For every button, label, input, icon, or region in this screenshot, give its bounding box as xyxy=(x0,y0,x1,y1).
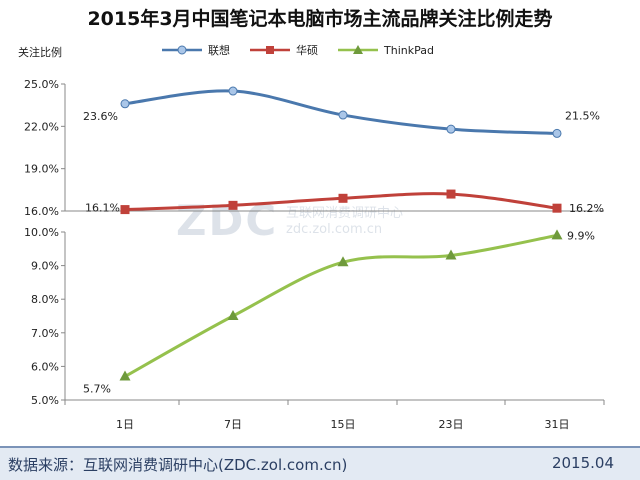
series-point-1 xyxy=(228,200,238,210)
legend-label-lenovo: 联想 xyxy=(208,44,230,57)
legend-swatch-lenovo xyxy=(162,45,202,55)
legend-swatch-thinkpad xyxy=(338,45,378,54)
series-point-1 xyxy=(446,189,456,199)
line-chart: 25.0% 22.0% 19.0% 16.0% 10.0% 9.0% 8.0% 7.0% 6.0… xyxy=(24,78,605,431)
series-point-2 xyxy=(445,249,457,260)
lower-ytick-label: 10.0% xyxy=(24,226,59,239)
lower-ytick-label: 9.0% xyxy=(31,260,59,273)
lower-ytick-label: 8.0% xyxy=(31,293,59,306)
series-point-2 xyxy=(227,310,239,320)
legend-swatch-asus xyxy=(250,46,290,54)
lower-ytick-label: 6.0% xyxy=(31,360,59,373)
legend: 联想 华硕 ThinkPad xyxy=(160,42,434,58)
data-label: 9.9% xyxy=(567,229,595,242)
data-label: 16.2% xyxy=(569,202,604,215)
legend-item-lenovo: 联想 xyxy=(160,42,230,58)
series-point-2 xyxy=(551,229,563,240)
series-point-0 xyxy=(552,128,562,138)
x-tick-label: 7日 xyxy=(224,418,242,431)
upper-ytick-label: 19.0% xyxy=(24,163,59,176)
data-label: 5.7% xyxy=(83,382,111,395)
legend-label-asus: 华硕 xyxy=(296,44,318,57)
upper-ytick-label: 16.0% xyxy=(24,205,59,218)
data-label: 21.5% xyxy=(565,109,600,122)
x-tick-label: 23日 xyxy=(439,418,464,431)
series-point-2 xyxy=(119,370,131,381)
upper-ytick-label: 25.0% xyxy=(24,78,59,91)
legend-item-thinkpad: ThinkPad xyxy=(336,44,434,57)
lower-ytick-label: 7.0% xyxy=(31,327,59,340)
legend-label-thinkpad: ThinkPad xyxy=(384,43,434,57)
series-point-0 xyxy=(120,99,130,109)
footer: 数据来源：互联网消费调研中心(ZDC.zol.com.cn) 2015.04 xyxy=(0,446,640,480)
lower-ytick-label: 5.0% xyxy=(31,394,59,407)
x-tick-label: 15日 xyxy=(331,418,356,431)
x-tick-label: 1日 xyxy=(116,418,134,431)
chart-title: 2015年3月中国笔记本电脑市场主流品牌关注比例走势 xyxy=(87,8,553,30)
upper-ytick-label: 22.0% xyxy=(24,120,59,133)
legend-item-asus: 华硕 xyxy=(248,42,318,58)
series-point-0 xyxy=(446,124,456,134)
report-date: 2015.04 xyxy=(551,454,614,472)
y-axis-label: 关注比例 xyxy=(18,46,62,59)
series-point-1 xyxy=(552,203,562,213)
series-point-1 xyxy=(338,193,348,203)
data-source: 数据来源：互联网消费调研中心(ZDC.zol.com.cn) xyxy=(8,456,348,474)
series-line-2 xyxy=(124,233,558,378)
x-tick-label: 31日 xyxy=(545,418,570,431)
data-label: 23.6% xyxy=(83,110,118,123)
data-label: 16.1% xyxy=(85,202,120,215)
series-point-0 xyxy=(228,86,238,96)
series-point-1 xyxy=(120,205,130,215)
series-point-0 xyxy=(338,110,348,120)
series-point-2 xyxy=(337,256,349,267)
